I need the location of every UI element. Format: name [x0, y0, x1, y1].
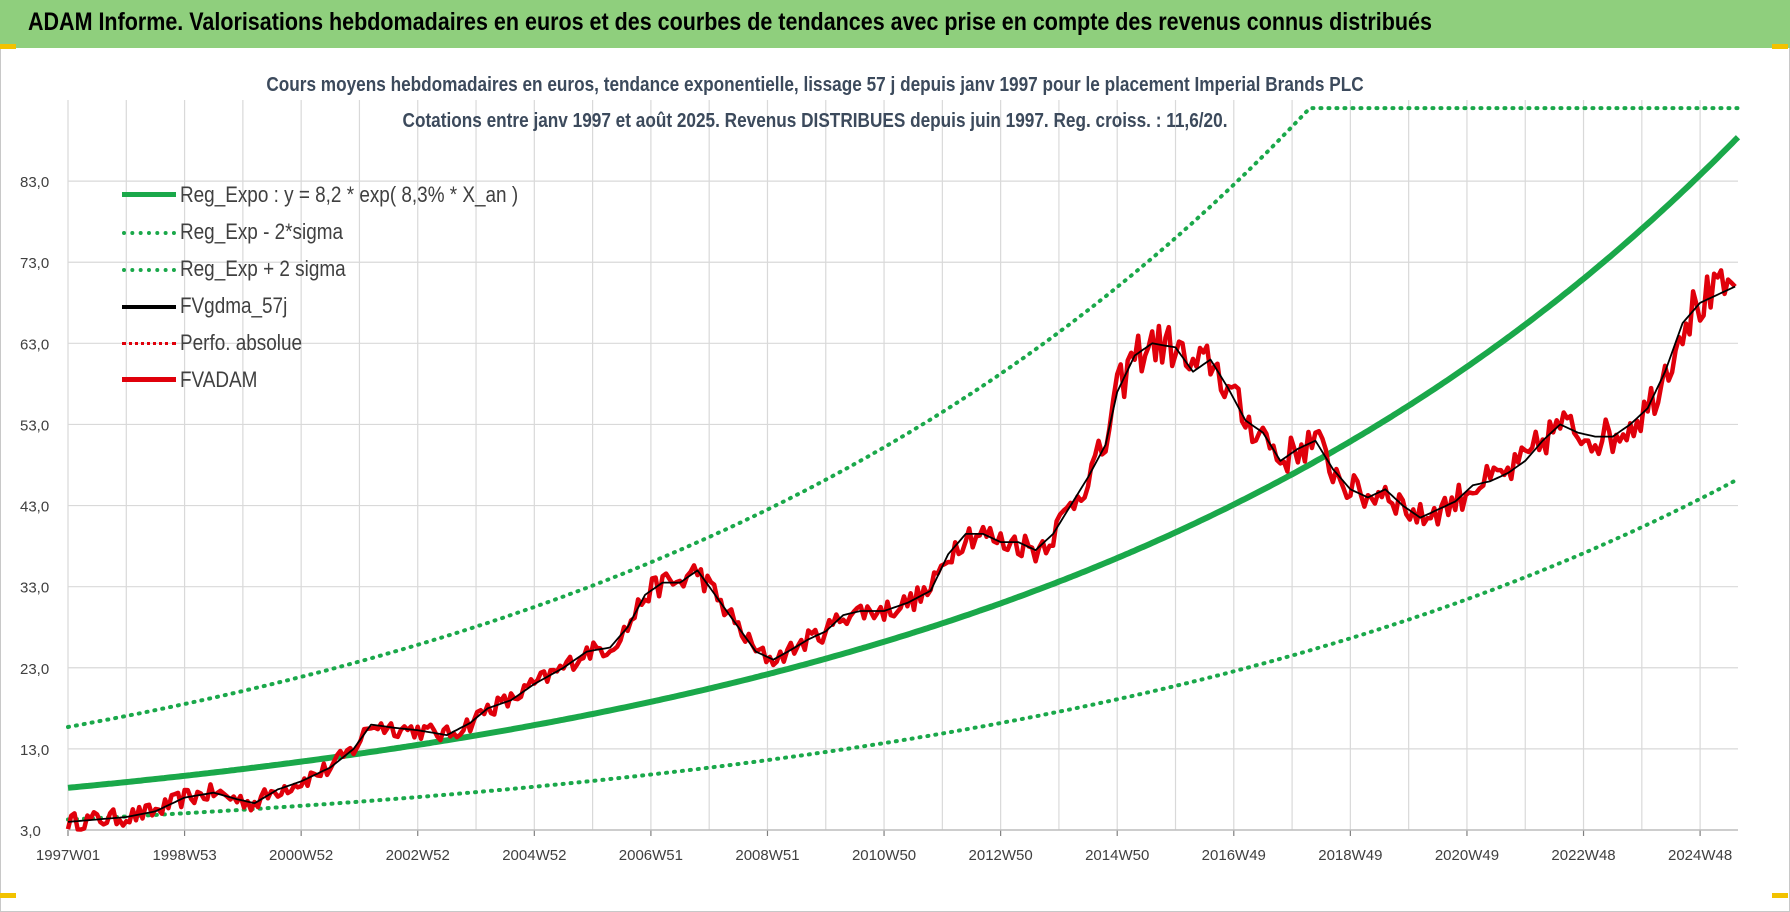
x-tick-label: 2014W50 — [1085, 847, 1149, 864]
x-tick-label: 2018W49 — [1318, 847, 1382, 864]
corner-mark-bl — [0, 893, 16, 898]
legend-swatch-reg-exp-minus — [122, 231, 176, 235]
y-tick-label: 83,0 — [20, 174, 49, 191]
y-tick-label: 13,0 — [20, 742, 49, 759]
y-tick-label: 33,0 — [20, 580, 49, 597]
series-lines — [65, 106, 1741, 832]
x-tick-label: 2002W52 — [386, 847, 450, 864]
y-tick-label: 63,0 — [20, 336, 49, 353]
x-tick-label: 2022W48 — [1551, 847, 1615, 864]
legend-label-reg-exp-minus: Reg_Exp - 2*sigma — [180, 219, 344, 244]
x-tick-label: 2004W52 — [502, 847, 566, 864]
x-tick-label: 2010W50 — [852, 847, 916, 864]
x-tick-label: 2016W49 — [1202, 847, 1266, 864]
y-tick-labels: 3,0 13,0 23,0 33,0 43,0 53,0 63,0 73,0 83,0 — [20, 174, 49, 840]
legend-label-fvgdma: FVgdma_57j — [180, 293, 288, 318]
legend-label-perfo: Perfo. absolue — [180, 330, 303, 355]
x-tick-label: 2012W50 — [969, 847, 1033, 864]
legend-swatch-fvgdma — [122, 305, 176, 309]
y-tick-label: 73,0 — [20, 255, 49, 272]
corner-mark-tl — [0, 44, 16, 49]
x-tick-label: 1997W01 — [36, 847, 100, 864]
legend-swatch-perfo — [122, 342, 176, 345]
y-tick-label: 43,0 — [20, 499, 49, 516]
x-tick-label: 2024W48 — [1668, 847, 1732, 864]
grid-lines — [67, 100, 1738, 836]
page-title: ADAM Informe. Valorisations hebdomadaire… — [28, 8, 1432, 36]
chart-title: Cours moyens hebdomadaires en euros, ten… — [266, 74, 1364, 96]
legend-label-fvadam: FVADAM — [180, 367, 258, 392]
x-tick-label: 2006W51 — [619, 847, 683, 864]
y-tick-label: 23,0 — [20, 661, 49, 678]
x-tick-label: 1998W53 — [152, 847, 216, 864]
legend-swatch-reg-expo — [122, 192, 176, 197]
line-chart: 3,0 13,0 23,0 33,0 43,0 53,0 63,0 73,0 83,0 1997… — [20, 100, 1741, 864]
series-upper-band — [66, 106, 1740, 729]
y-tick-label: 3,0 — [20, 823, 41, 840]
corner-mark-br — [1772, 893, 1788, 898]
title-banner: ADAM Informe. Valorisations hebdomadaire… — [0, 0, 1790, 48]
y-tick-label: 53,0 — [20, 417, 49, 434]
series-lower-band — [66, 477, 1740, 822]
chart-subtitle: Cotations entre janv 1997 et août 2025. … — [402, 110, 1228, 132]
legend-label-reg-expo: Reg_Expo : y = 8,2 * exp( 8,3% * X_an ) — [180, 182, 519, 207]
legend-label-reg-exp-plus: Reg_Exp + 2 sigma — [180, 256, 346, 281]
x-tick-label: 2020W49 — [1435, 847, 1499, 864]
x-tick-label: 2000W52 — [269, 847, 333, 864]
x-tick-label: 2008W51 — [735, 847, 799, 864]
legend-swatch-fvadam — [122, 377, 176, 382]
x-tick-labels: 1997W01 1998W53 2000W52 2002W52 2004W52 2006W… — [36, 847, 1732, 864]
legend-swatch-reg-exp-plus — [122, 268, 176, 272]
corner-mark-tr — [1772, 44, 1788, 49]
series-fvgdma — [67, 285, 1736, 823]
